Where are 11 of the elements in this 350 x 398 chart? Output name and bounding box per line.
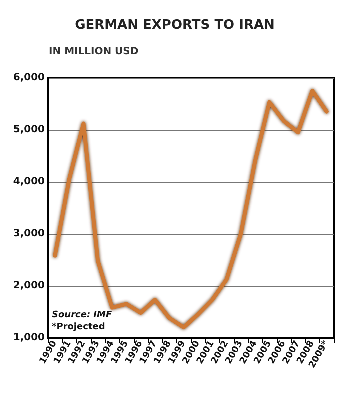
y-tick-label: 5,000 <box>13 124 46 136</box>
annotation: *Projected <box>52 322 106 332</box>
chart-subtitle: IN MILLION USD <box>49 46 139 58</box>
line-series <box>53 89 329 330</box>
annotation: Source: IMF <box>52 310 113 320</box>
y-tick-label: 6,000 <box>13 72 46 84</box>
y-tick-label: 2,000 <box>13 280 46 292</box>
y-tick-label: 4,000 <box>13 176 46 188</box>
y-tick-label: 3,000 <box>13 228 46 240</box>
y-tick-label: 1,000 <box>13 332 46 344</box>
chart-title: GERMAN EXPORTS TO IRAN <box>75 18 275 33</box>
